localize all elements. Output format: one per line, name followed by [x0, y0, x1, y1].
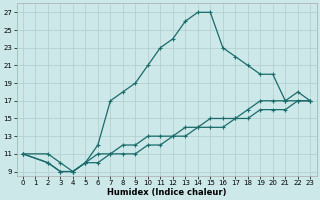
X-axis label: Humidex (Indice chaleur): Humidex (Indice chaleur): [107, 188, 226, 197]
